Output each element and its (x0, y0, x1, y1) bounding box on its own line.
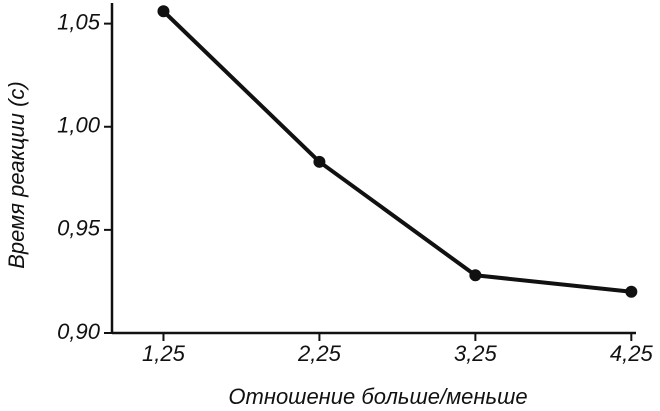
x-tick-label: 2,25 (297, 341, 342, 366)
x-tick-label: 3,25 (454, 341, 498, 366)
y-tick-label: 1,00 (57, 113, 101, 138)
x-tick-label: 1,25 (142, 341, 186, 366)
y-tick-label: 0,95 (57, 216, 101, 241)
x-tick-label: 4,25 (610, 341, 654, 366)
point (469, 269, 482, 282)
line (162, 9, 632, 294)
y-tick-label: 0,90 (57, 319, 101, 344)
x-axis-title: Отношение больше/меньше (228, 384, 527, 409)
point (157, 5, 170, 18)
y-tick-label: 1,05 (57, 9, 101, 34)
y-axis-title: Время реакции (с) (4, 81, 29, 269)
point (313, 155, 326, 168)
point (625, 285, 638, 298)
